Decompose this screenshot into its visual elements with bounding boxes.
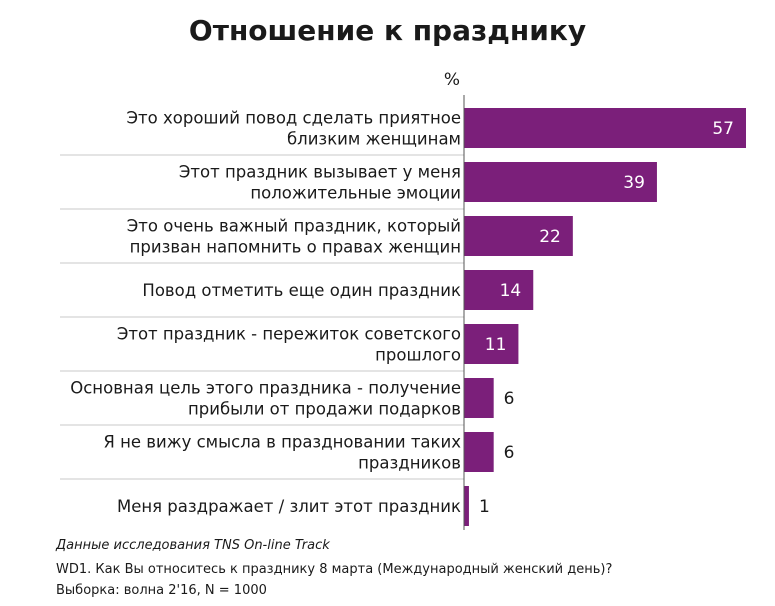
category-label: прошлого <box>375 346 461 365</box>
bar <box>464 378 494 418</box>
category-label: праздников <box>358 454 461 473</box>
value-label: 57 <box>712 119 734 139</box>
category-label: Повод отметить еще один праздник <box>142 281 461 300</box>
value-label: 14 <box>500 281 522 301</box>
value-labels: 57 39 22 14 11 6 6 1 <box>479 119 734 517</box>
unit-label: % <box>443 70 460 90</box>
row-separators <box>60 154 464 480</box>
category-label: Это очень важный праздник, который <box>127 217 461 236</box>
bar <box>464 162 657 202</box>
bar <box>464 324 519 364</box>
bar <box>464 216 573 256</box>
category-label: Меня раздражает / злит этот праздник <box>117 497 461 516</box>
value-label: 39 <box>623 173 645 193</box>
bar <box>464 486 469 526</box>
category-label: близким женщинам <box>287 130 461 149</box>
bars <box>464 108 746 526</box>
sample-note: Выборка: волна 2'16, N = 1000 <box>56 583 267 598</box>
category-label: Я не вижу смысла в праздновании таких <box>103 433 461 452</box>
category-label: прибыли от продажи подарков <box>188 400 461 419</box>
value-label: 11 <box>485 335 507 355</box>
category-labels: Это хороший повод сделать приятное близки… <box>70 109 461 517</box>
source-note: Данные исследования TNS On-line Track <box>56 538 330 553</box>
value-label: 6 <box>504 389 515 409</box>
value-label: 1 <box>479 497 490 517</box>
bar <box>464 270 534 310</box>
bar <box>464 108 746 148</box>
category-label: Это хороший повод сделать приятное <box>127 109 461 128</box>
category-label: призван напомнить о правах женщин <box>130 238 461 257</box>
category-label: положительные эмоции <box>250 184 461 203</box>
chart-title: Отношение к празднику <box>188 14 587 47</box>
question-note: WD1. Как Вы относитесь к празднику 8 мар… <box>56 562 613 577</box>
value-label: 22 <box>539 227 561 247</box>
category-label: Основная цель этого праздника - получени… <box>70 379 461 398</box>
category-label: Этот праздник вызывает у меня <box>179 163 461 182</box>
category-label: Этот праздник - пережиток советского <box>117 325 461 344</box>
value-label: 6 <box>504 443 515 463</box>
bar <box>464 432 494 472</box>
